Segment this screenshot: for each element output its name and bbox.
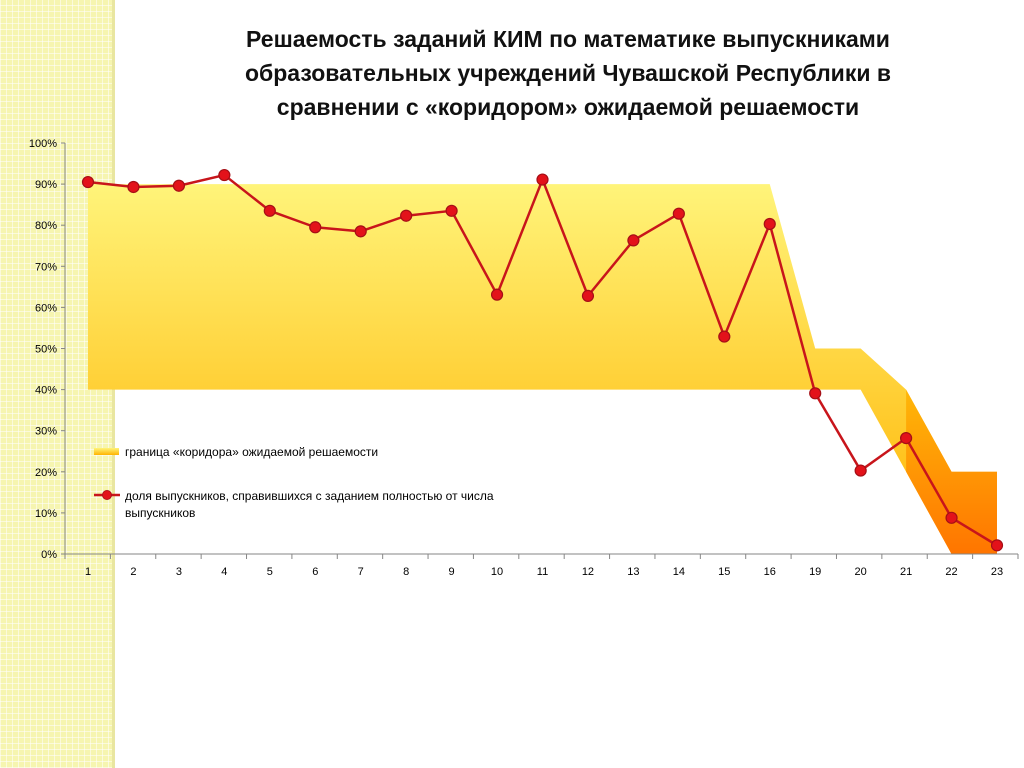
x-tick-label: 7	[358, 566, 364, 578]
data-point	[309, 221, 322, 234]
x-tick-label: 8	[403, 566, 409, 578]
x-tick-label: 6	[312, 566, 318, 578]
legend-label-share-line1: доля выпускников, справившихся с задание…	[125, 489, 494, 503]
data-point	[763, 217, 776, 231]
x-tick-label: 22	[945, 566, 957, 578]
data-point	[809, 387, 822, 400]
data-point	[490, 288, 504, 301]
data-point	[945, 511, 958, 524]
data-point	[899, 431, 913, 445]
y-tick-label: 10%	[35, 508, 57, 520]
data-point	[672, 207, 685, 220]
data-point	[263, 204, 276, 217]
title-line-1: Решаемость заданий КИМ по математике вып…	[246, 26, 890, 52]
x-tick-label: 23	[991, 566, 1003, 578]
data-point	[536, 173, 549, 186]
legend-label-share: доля выпускников, справившихся с задание…	[125, 489, 497, 520]
y-tick-label: 0%	[41, 549, 57, 561]
data-point	[354, 225, 367, 238]
x-tick-label: 19	[809, 566, 821, 578]
y-tick-label: 60%	[35, 302, 57, 314]
data-point	[718, 330, 731, 343]
title-line-2: образовательных учреждений Чувашской Рес…	[245, 60, 891, 86]
corridor-band-tail	[906, 389, 997, 554]
data-point	[990, 539, 1004, 552]
y-tick-label: 70%	[35, 261, 57, 273]
x-tick-label: 16	[764, 566, 776, 578]
axes: 0%10%20%30%40%50%60%70%80%90%100%1 2 3 4 5 6 7…	[29, 138, 1019, 578]
y-tick-label: 50%	[35, 344, 57, 356]
x-tick-label: 1	[85, 566, 91, 578]
data-point	[81, 175, 95, 189]
y-tick-label: 90%	[35, 179, 57, 191]
corridor-band-area	[88, 184, 997, 554]
y-tick-label: 30%	[35, 426, 57, 438]
x-tick-label: 14	[673, 566, 685, 578]
x-tick-label: 9	[449, 566, 455, 578]
x-tick-label: 11	[537, 566, 548, 578]
y-tick-label: 40%	[35, 385, 57, 397]
data-point	[172, 179, 185, 192]
y-tick-label: 100%	[29, 138, 57, 150]
corridor-band	[88, 184, 997, 554]
x-tick-label: 20	[855, 566, 867, 578]
data-point	[445, 204, 458, 217]
series-markers	[81, 168, 1004, 552]
data-point	[581, 289, 595, 302]
x-tick-label: 15	[718, 566, 730, 578]
data-point	[127, 180, 140, 194]
data-point	[400, 209, 413, 222]
legend-label-corridor: граница «коридора» ожидаемой решаемости	[125, 445, 378, 459]
data-point	[854, 464, 867, 477]
legend: граница «коридора» ожидаемой решаемости …	[94, 445, 497, 520]
data-point	[218, 168, 231, 182]
y-tick-label: 20%	[35, 467, 57, 479]
x-tick-label: 10	[491, 566, 503, 578]
x-tick-label: 21	[900, 566, 912, 578]
data-point	[627, 234, 640, 247]
chart-title: Решаемость заданий КИМ по математике вып…	[120, 22, 1016, 124]
y-tick-label: 80%	[35, 220, 57, 232]
legend-swatch-corridor	[94, 448, 119, 455]
x-tick-label: 3	[176, 566, 182, 578]
x-tick-label: 5	[267, 566, 273, 578]
legend-swatch-marker	[102, 490, 112, 500]
x-tick-label: 13	[627, 566, 639, 578]
x-tick-label: 12	[582, 566, 594, 578]
legend-label-share-line2: выпускников	[125, 506, 195, 520]
x-tick-label: 4	[221, 566, 227, 578]
x-tick-label: 2	[130, 566, 136, 578]
title-line-3: сравнении с «коридором» ожидаемой решаем…	[276, 94, 860, 120]
